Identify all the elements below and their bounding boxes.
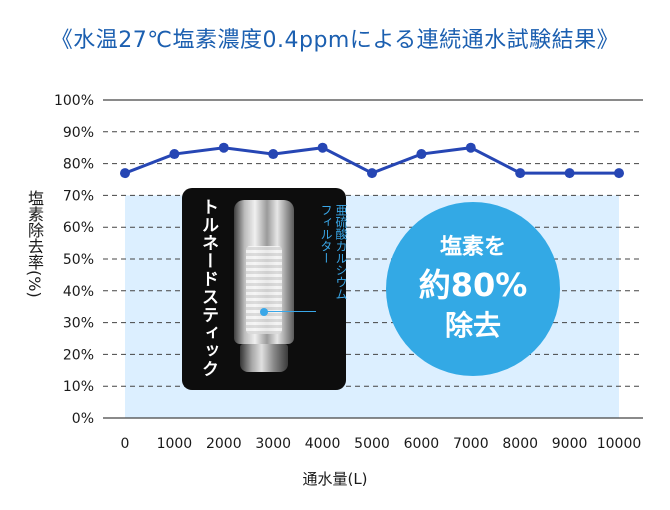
data-point [169, 149, 180, 160]
data-point [120, 168, 130, 179]
filter-material-label: 亜硫酸カルシウム フィルター [318, 204, 348, 300]
callout-dot [260, 308, 268, 316]
x-tick-labels: 0 1000 2000 3000 4000 5000 6000 7000 8000 9000 100… [121, 436, 642, 452]
x-tick-label: 8000 [502, 436, 538, 452]
data-point [218, 142, 229, 153]
y-tick-label: 30% [63, 316, 94, 332]
y-tick-label: 80% [63, 157, 94, 173]
badge-line: 約80% [418, 266, 528, 304]
x-tick-label: 0 [121, 436, 130, 452]
callout-line [266, 311, 316, 312]
y-tick-labels: 0% 10% 20% 30% 40% 50% 60% 70% 80% 90% 100% [54, 93, 94, 427]
y-tick-label: 40% [63, 284, 94, 300]
data-point [515, 168, 526, 179]
data-point [465, 142, 476, 153]
result-badge: 塩素を 約80% 除去 [386, 202, 560, 376]
badge-line: 除去 [444, 309, 501, 342]
y-tick-label: 20% [63, 347, 94, 363]
y-tick-label: 70% [63, 188, 94, 204]
y-tick-label: 90% [63, 125, 94, 141]
x-tick-label: 6000 [404, 436, 440, 452]
y-tick-label: 60% [63, 220, 94, 236]
x-tick-label: 7000 [453, 436, 489, 452]
y-axis-label: 塩素除去率(%) [25, 190, 44, 298]
x-axis-label: 通水量(L) [302, 470, 368, 488]
filter-cap-image [240, 344, 288, 372]
y-tick-label: 10% [63, 379, 94, 395]
data-point [614, 168, 624, 179]
data-point [564, 168, 575, 179]
chart-title: 《水温27℃塩素濃度0.4ppmによる連続通水試験結果》 [50, 28, 620, 53]
x-tick-label: 5000 [354, 436, 390, 452]
y-tick-label: 50% [63, 252, 94, 268]
badge-line: 塩素を [439, 235, 506, 260]
data-point [268, 149, 279, 160]
y-tick-label: 0% [72, 411, 94, 427]
data-point [317, 142, 328, 153]
x-tick-label: 3000 [255, 436, 291, 452]
x-tick-label: 9000 [552, 436, 588, 452]
x-tick-label: 10000 [597, 436, 642, 452]
filter-material-line: 亜硫酸カルシウム [334, 204, 348, 300]
data-point [416, 149, 427, 160]
data-point [367, 168, 377, 179]
x-tick-label: 4000 [305, 436, 341, 452]
filter-core-image [246, 246, 282, 334]
y-tick-label: 100% [54, 93, 94, 109]
product-name-label: トルネードスティック [198, 198, 218, 378]
x-tick-label: 2000 [206, 436, 242, 452]
x-tick-label: 1000 [157, 436, 193, 452]
filter-material-line: フィルター [319, 204, 333, 264]
data-points [120, 142, 624, 179]
